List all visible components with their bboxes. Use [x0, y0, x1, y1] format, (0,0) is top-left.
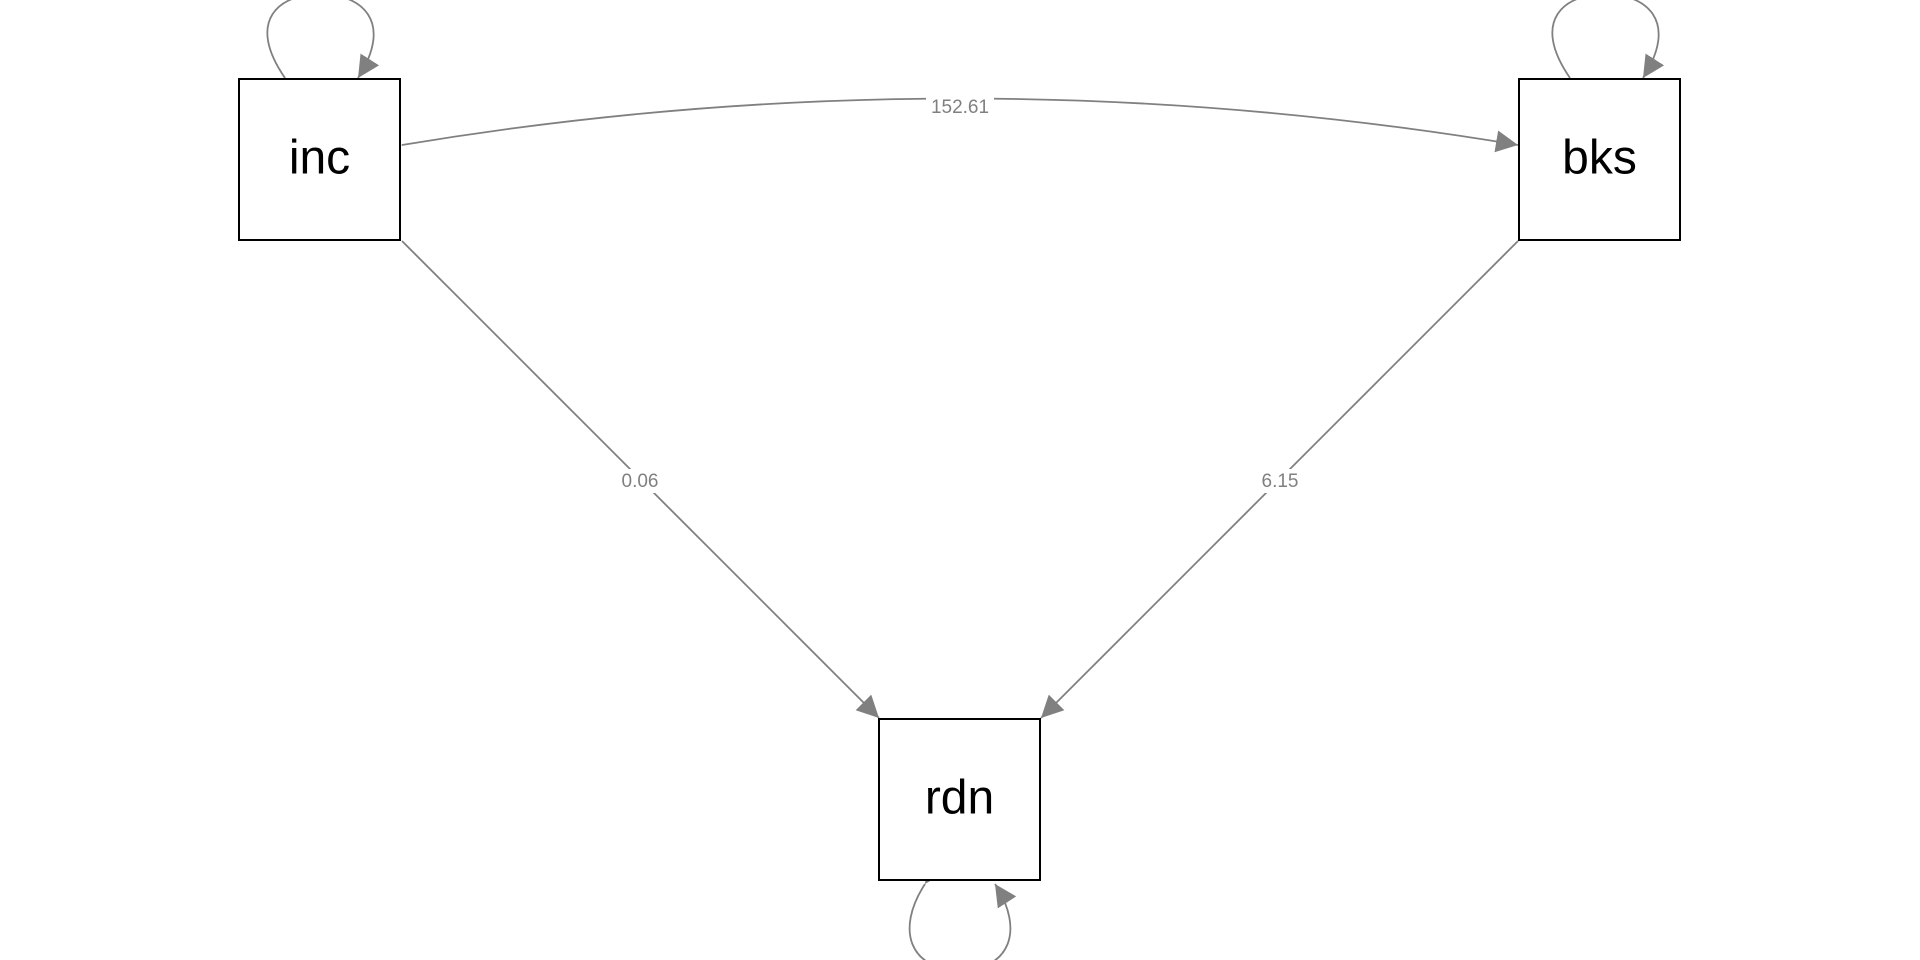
path-bks-rdn-label: 6.15: [1262, 471, 1299, 492]
covariance-inc-bks-label: 152.61: [931, 97, 989, 118]
node-inc-label: inc: [289, 132, 350, 185]
node-bks-label: bks: [1562, 132, 1637, 185]
node-inc: inc: [238, 78, 401, 241]
node-bks: bks: [1518, 78, 1681, 241]
node-rdn: rdn: [878, 718, 1041, 881]
node-rdn-label: rdn: [925, 772, 994, 825]
path-bks-rdn-label-group: 6.15: [1259, 469, 1301, 493]
rdn-variance-loop: [908, 859, 1017, 960]
inc-variance-loop: [266, 0, 380, 103]
covariance-label-group: 152.61: [926, 95, 994, 119]
path-inc-rdn-label-group: 0.06: [619, 469, 661, 493]
bks-variance-loop: [1551, 0, 1665, 103]
path-inc-rdn-label: 0.06: [622, 471, 659, 492]
